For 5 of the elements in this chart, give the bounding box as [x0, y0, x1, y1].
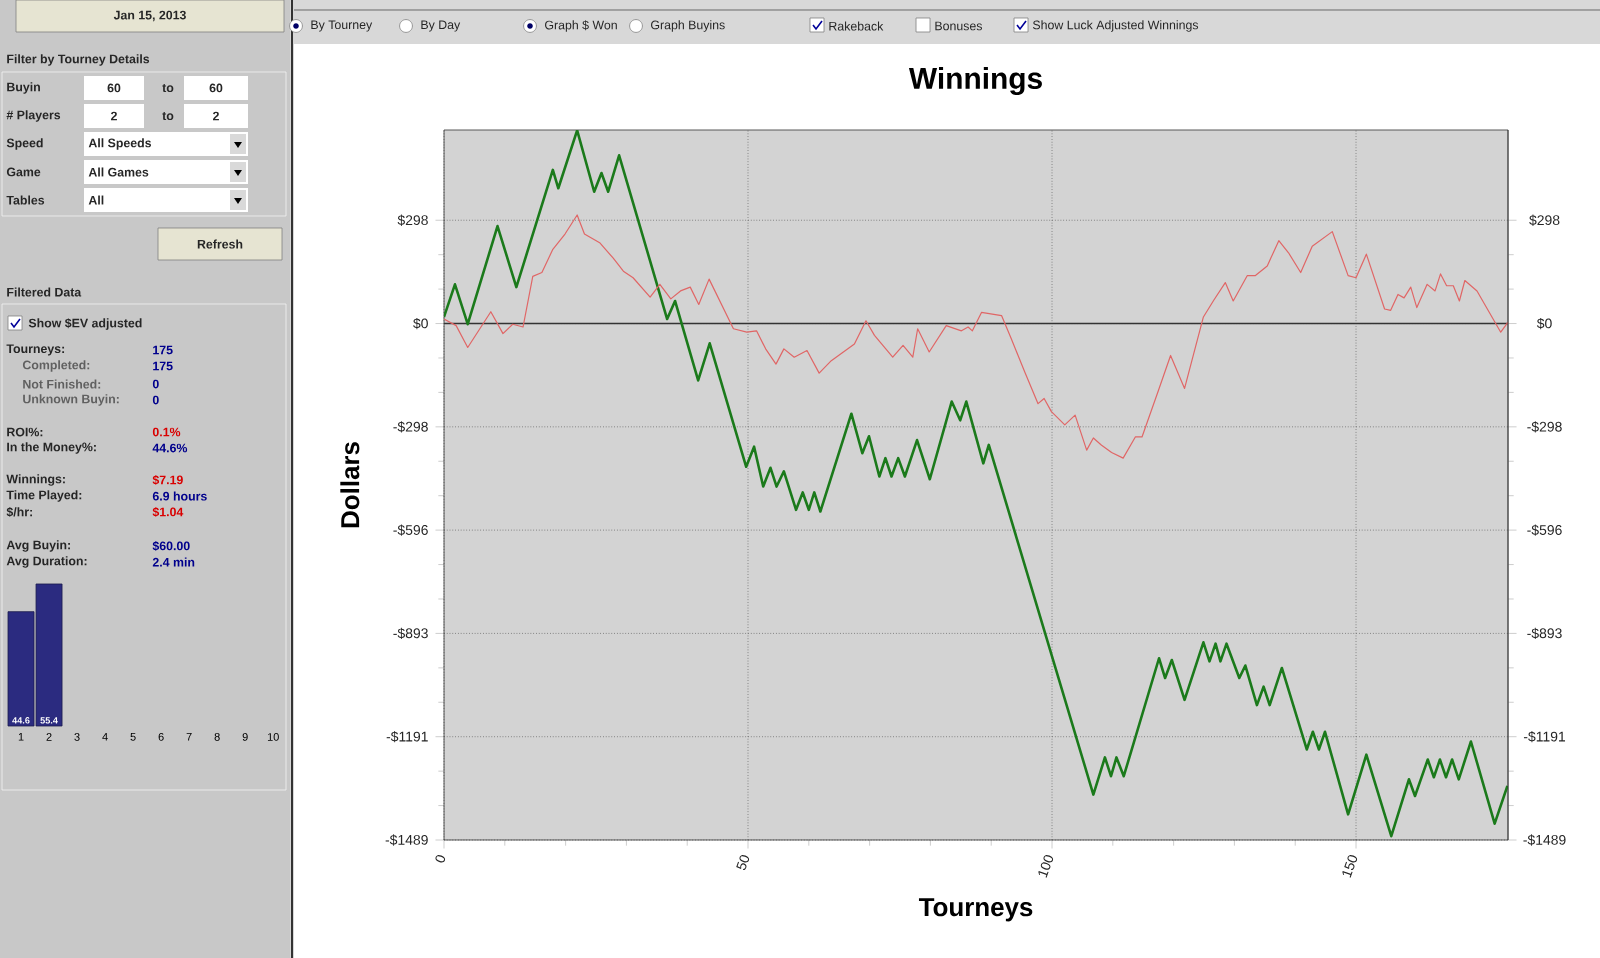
line-series [444, 214, 1509, 459]
line-series [444, 129, 1509, 838]
chart-title: Winnings [908, 67, 1042, 95]
y-axis-title: Dollars [340, 442, 360, 528]
x-axis-title: Tourneys [918, 898, 1033, 922]
